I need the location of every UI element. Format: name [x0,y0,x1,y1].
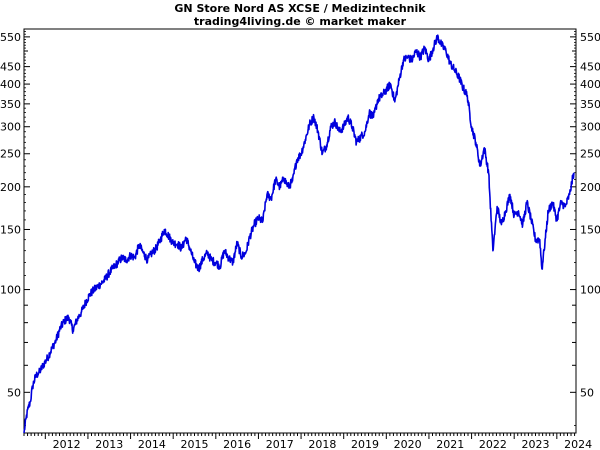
y-tick-label-left: 50 [7,386,21,399]
x-tick-label: 2015 [181,438,209,450]
series-line-0 [23,34,575,434]
chart-title: GN Store Nord AS XCSE / Medizintechnik [174,2,426,15]
x-tick-label: 2019 [351,438,379,450]
y-tick-label-left: 450 [0,61,21,74]
series-group [23,34,575,434]
y-tick-label-left: 550 [0,31,21,44]
x-tick-label: 2018 [308,438,336,450]
y-tick-label-right: 200 [580,181,600,194]
y-tick-label-right: 250 [580,148,600,161]
x-tick-label: 2023 [522,438,550,450]
y-tick-label-left: 150 [0,223,21,236]
x-tick-label: 2020 [394,438,422,450]
y-tick-label-left: 200 [0,181,21,194]
y-tick-label-right: 350 [580,98,600,111]
x-tick-label: 2016 [223,438,251,450]
x-tick-label: 2012 [53,438,81,450]
y-tick-label-left: 300 [0,121,21,134]
y-tick-label-right: 300 [580,121,600,134]
y-tick-label-right: 400 [580,78,600,91]
chart-subtitle: trading4living.de © market maker [193,15,407,28]
y-tick-label-right: 550 [580,31,600,44]
x-tick-label: 2014 [138,438,166,450]
axes: 2012 2013 2014 2015 2016 2017 2018 2019 2020 2021… [0,28,600,450]
x-tick-label: 2017 [266,438,294,450]
y-tick-label-left: 250 [0,148,21,161]
y-tick-label-right: 100 [580,284,600,297]
y-tick-label-left: 350 [0,98,21,111]
x-tick-label: 2013 [95,438,123,450]
plot-frame [23,28,577,434]
y-tick-label-left: 400 [0,78,21,91]
y-tick-label-right: 450 [580,61,600,74]
x-tick-label: 2022 [479,438,507,450]
y-tick-label-left: 100 [0,284,21,297]
y-tick-label-right: 50 [580,386,594,399]
x-tick-label: 2024 [564,438,592,450]
x-tick-label: 2021 [436,438,464,450]
y-tick-label-right: 150 [580,223,600,236]
